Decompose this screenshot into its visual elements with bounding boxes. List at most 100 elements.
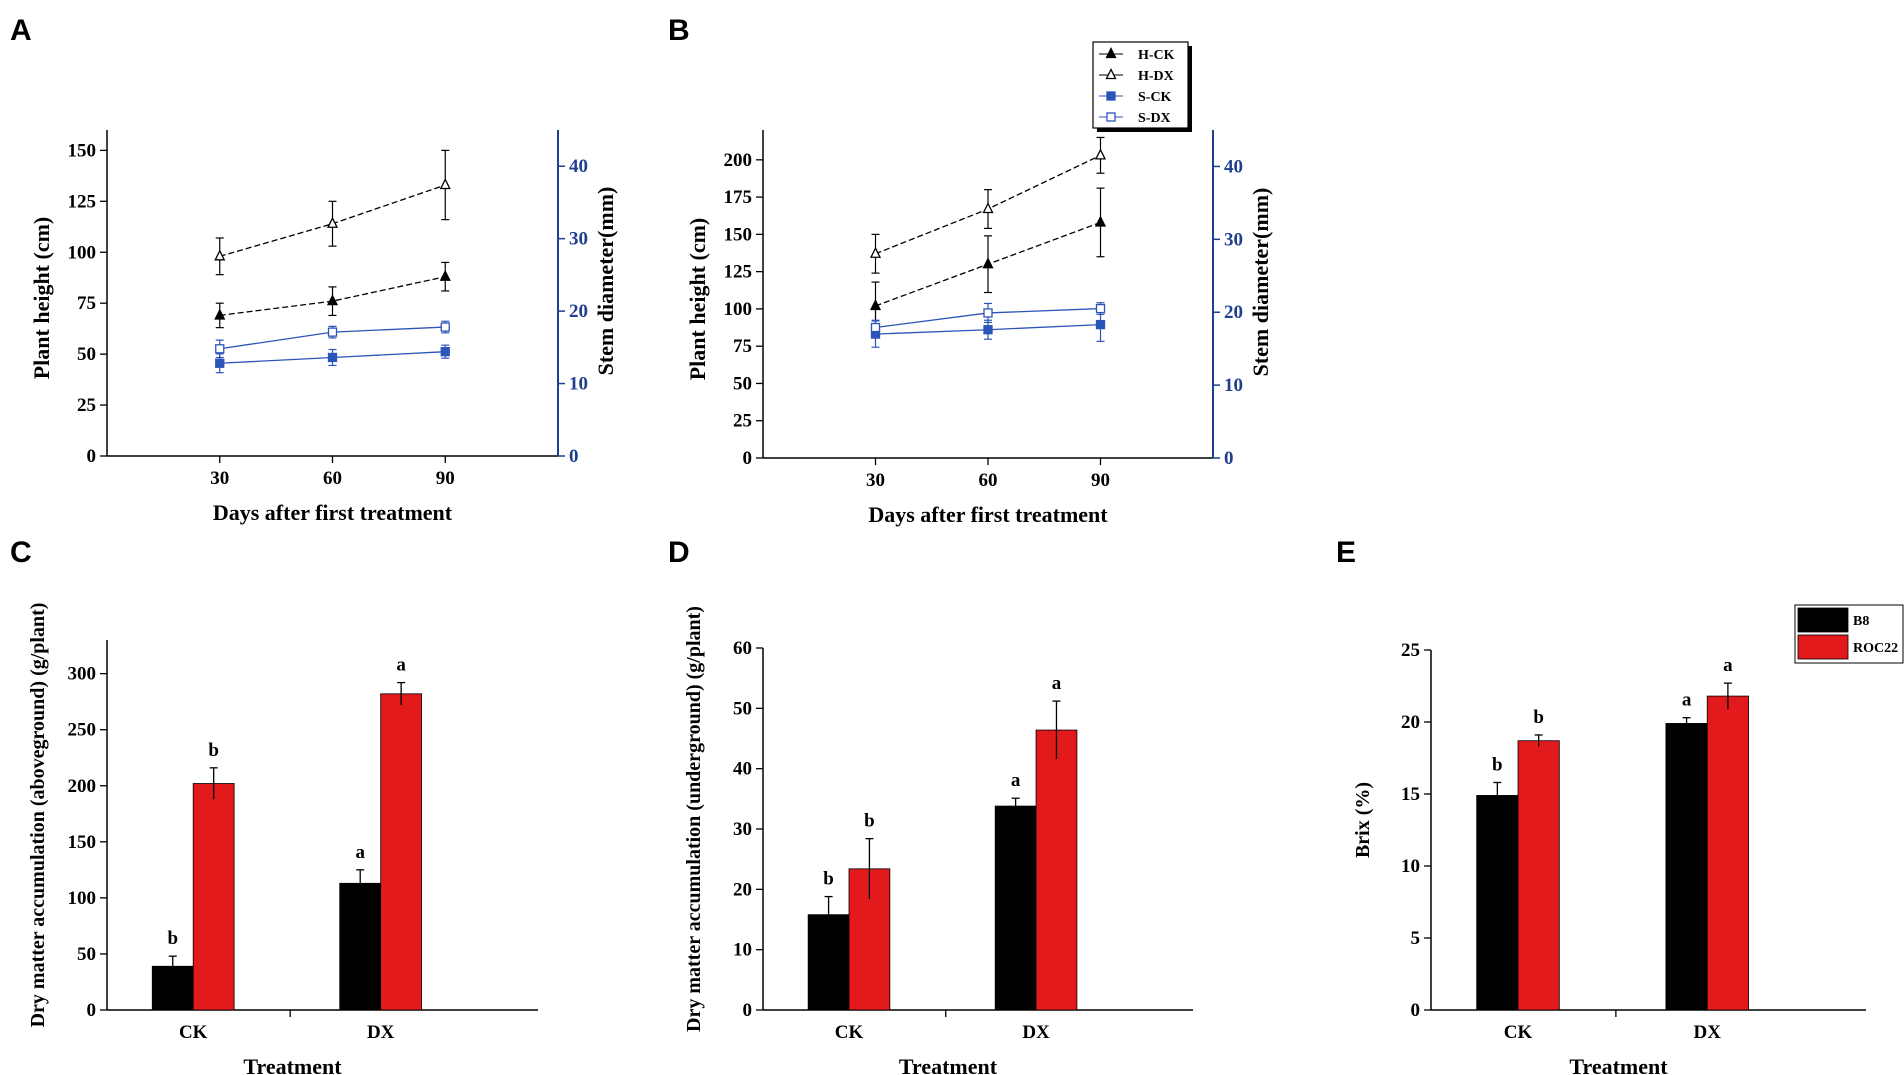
significance-letter: a	[1682, 690, 1692, 711]
x-tick-label: CK	[1504, 1022, 1533, 1043]
legend-marker	[1106, 112, 1116, 122]
y-tick-label: 25	[733, 411, 752, 432]
bar-b8-dx	[339, 882, 382, 1011]
y-tick-label: 0	[87, 446, 97, 467]
y-tick-label: 100	[724, 299, 753, 320]
panel-letter-c: C	[10, 536, 32, 569]
y2-tick-label: 30	[569, 229, 588, 250]
y2-tick-label: 30	[1224, 229, 1243, 250]
y-tick-label: 15	[1401, 784, 1420, 805]
data-point-h-dx	[982, 202, 994, 214]
legend-swatch	[1797, 634, 1849, 660]
x-axis-label: Days after first treatment	[868, 502, 1108, 527]
y-tick-label: 100	[68, 242, 97, 263]
x-axis-label: Treatment	[243, 1054, 342, 1075]
data-point-s-dx	[215, 344, 225, 354]
y-tick-label: 5	[1411, 928, 1421, 949]
bar-roc22-dx	[1706, 695, 1749, 1011]
y-tick-label: 150	[68, 140, 97, 161]
y-axis-label: Plant height (cm)	[29, 217, 54, 380]
data-point-s-dx	[983, 308, 993, 318]
x-tick-label: 30	[866, 470, 885, 491]
bar-roc22-ck	[1517, 740, 1560, 1011]
data-point-s-dx	[327, 327, 338, 337]
data-point-h-ck	[439, 269, 451, 281]
significance-letter: a	[396, 655, 406, 676]
significance-letter: b	[864, 811, 875, 832]
significance-letter: b	[208, 740, 219, 761]
x-tick-label: DX	[367, 1022, 395, 1043]
chart-c: 0 50 100 150 200 250 300 CK b b DX a a Treatment Dry m…	[27, 603, 538, 1075]
y2-tick-label: 20	[1224, 302, 1243, 323]
data-point-s-dx	[440, 322, 450, 332]
bar-roc22-dx	[1035, 729, 1078, 1011]
data-point-s-ck	[1095, 319, 1106, 330]
data-point-h-dx	[326, 216, 339, 228]
x-tick-label: 30	[210, 468, 229, 489]
legend-label: H-DX	[1138, 69, 1174, 84]
y2-tick-label: 0	[569, 446, 579, 467]
y-tick-label: 0	[743, 448, 753, 469]
bar-b8-ck	[1476, 795, 1519, 1011]
significance-letter: a	[1723, 655, 1733, 676]
data-point-s-ck	[327, 352, 338, 363]
y-axis-label: Dry matter accumulation (underground) (g…	[683, 606, 705, 1032]
significance-letter: a	[1052, 673, 1062, 694]
data-point-s-ck	[983, 325, 993, 335]
data-point-h-dx	[439, 178, 451, 190]
y-tick-label: 150	[724, 224, 753, 245]
data-point-s-dx	[870, 322, 881, 333]
data-point-s-dx	[1095, 303, 1106, 314]
y-tick-label: 0	[87, 1000, 97, 1021]
x-axis-label: Days after first treatment	[213, 500, 453, 525]
x-tick-label: DX	[1693, 1022, 1721, 1043]
y-tick-label: 25	[77, 395, 96, 416]
y2-tick-label: 0	[1224, 448, 1234, 469]
data-point-h-ck	[869, 298, 882, 311]
data-point-h-ck	[1094, 215, 1107, 227]
x-tick-label: 90	[436, 468, 455, 489]
x-tick-label: DX	[1022, 1022, 1050, 1043]
x-tick-label: 90	[1091, 470, 1110, 491]
legend-label: S-CK	[1138, 90, 1172, 105]
y-tick-label: 75	[77, 293, 96, 314]
y-tick-label: 150	[68, 832, 97, 853]
legend-label: S-DX	[1138, 111, 1171, 126]
data-point-h-dx	[214, 249, 226, 261]
legend-marker	[1106, 91, 1116, 101]
data-point-h-ck	[326, 294, 339, 306]
significance-letter: b	[167, 928, 178, 949]
panel-letter-e: E	[1336, 536, 1356, 569]
y-tick-label: 50	[733, 373, 752, 394]
y2-axis-label: Stem diameter(mm)	[593, 187, 618, 376]
data-point-h-ck	[214, 308, 226, 320]
x-axis-label: Treatment	[1569, 1054, 1668, 1075]
y-tick-label: 40	[733, 759, 752, 780]
y2-tick-label: 20	[569, 301, 588, 322]
panel-letter-a: A	[10, 14, 32, 47]
y-axis-label: Plant height (cm)	[685, 218, 710, 381]
y-tick-label: 175	[724, 187, 753, 208]
y-tick-label: 250	[68, 720, 97, 741]
panel-letter-b: B	[668, 14, 690, 47]
data-point-h-ck	[982, 257, 994, 269]
bar-roc22-ck	[192, 783, 235, 1011]
y-tick-label: 30	[733, 819, 752, 840]
y-tick-label: 60	[733, 638, 752, 659]
y2-tick-label: 40	[1224, 156, 1243, 177]
y-tick-label: 20	[733, 879, 752, 900]
panel-letter-d: D	[668, 536, 690, 569]
y-tick-label: 50	[77, 944, 96, 965]
x-tick-label: 60	[979, 470, 998, 491]
bar-b8-dx	[1665, 723, 1708, 1011]
x-tick-label: CK	[179, 1022, 208, 1043]
y2-tick-label: 10	[1224, 375, 1243, 396]
y-axis-label: Dry matter accumulation (aboveground) (g…	[27, 603, 49, 1028]
y-tick-label: 125	[724, 262, 753, 283]
legend-label: H-CK	[1138, 48, 1175, 63]
significance-letter: a	[1011, 770, 1021, 791]
x-tick-label: CK	[835, 1022, 864, 1043]
chart-a: 0 25 50 75 100 125 150 0 10 20 30 40 30 60 90 Days afte…	[29, 130, 618, 525]
chart-b: 0 25 50 75 100 125 150 175 200 0 10 20 30 40 30 60 90 Day…	[685, 41, 1273, 527]
